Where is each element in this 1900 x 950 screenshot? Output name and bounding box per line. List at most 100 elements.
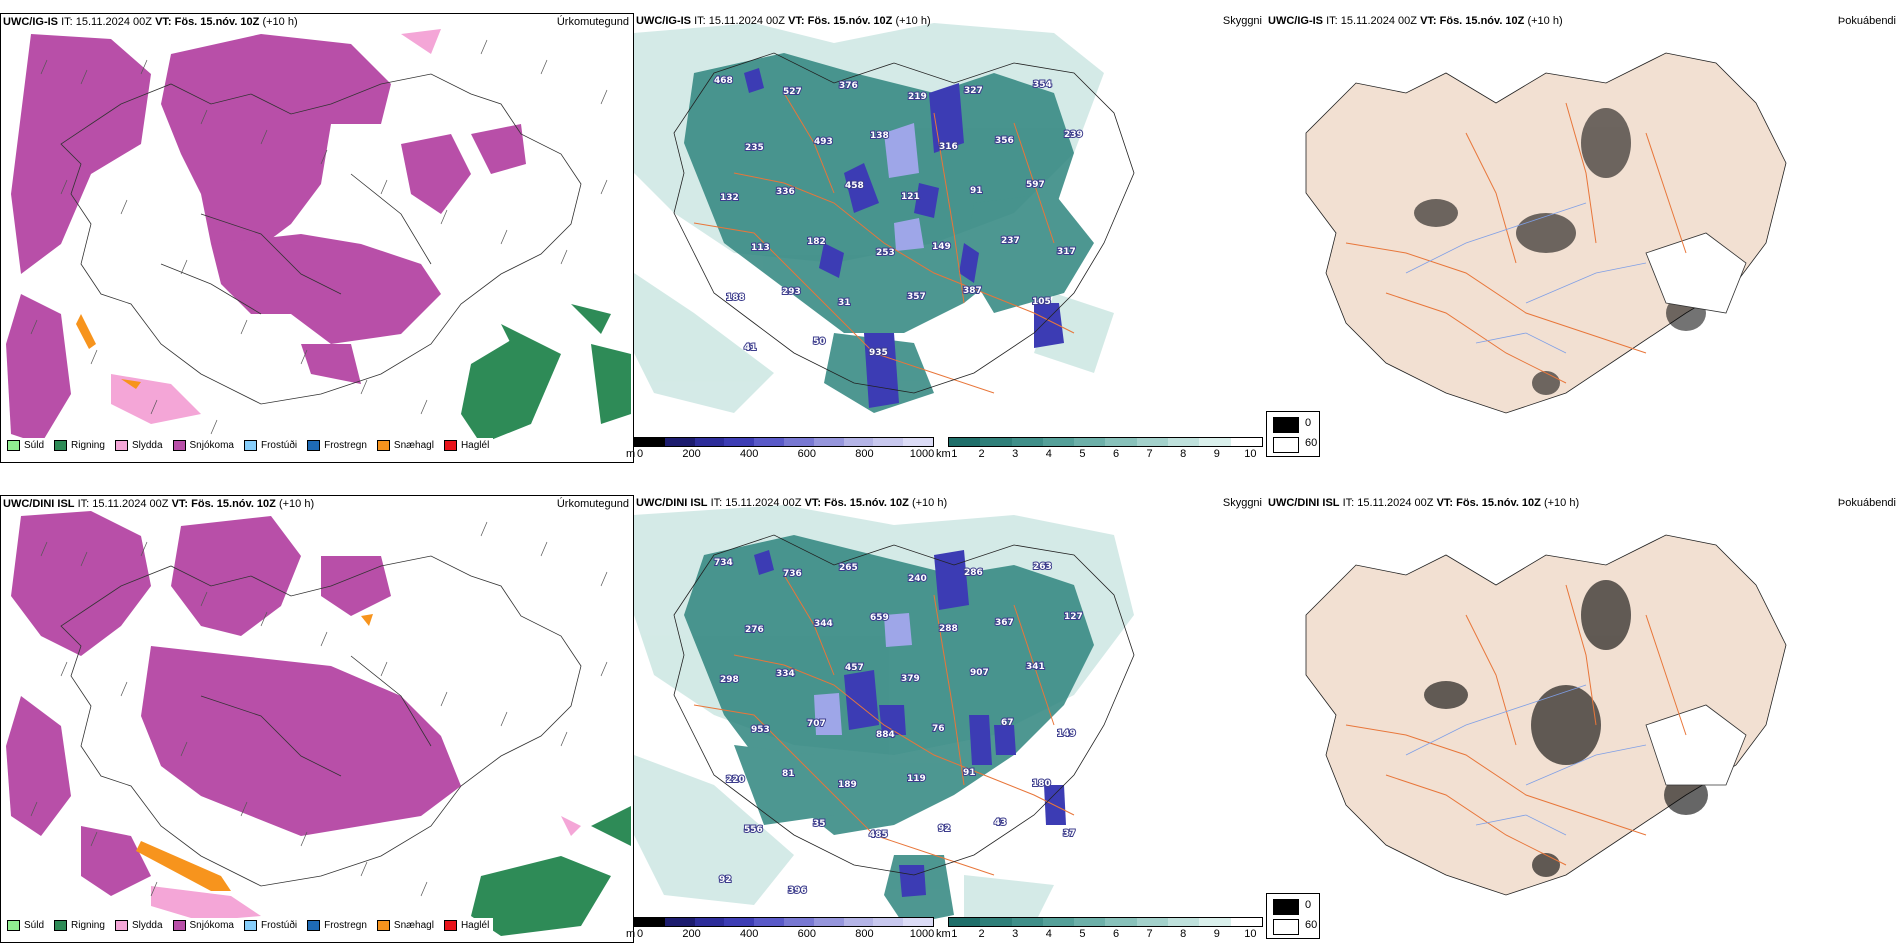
visibility-value-label: 239: [1064, 130, 1083, 140]
colorbar-tick: 7: [1146, 928, 1153, 940]
colorbar-step: [1230, 918, 1262, 926]
colorbar-step: [873, 438, 904, 446]
colorbar-tick: 9: [1213, 928, 1220, 940]
visibility-value-label: 253: [876, 248, 895, 258]
height-colorbar-top: m 0 200 400 600 800 1000: [626, 437, 934, 461]
fog-legend-top: 0 60: [1266, 411, 1320, 457]
precip-legend-bottom: Súld Rigning Slydda Snjókoma Frostúði Fr…: [3, 918, 494, 933]
precip-panel-top: UWC/IG-IS IT: 15.11.2024 00Z VT: Fös. 15…: [0, 13, 634, 463]
visibility-value-label: 113: [751, 243, 770, 253]
visibility-panel-top: 468 527 376 219 327 354 235 493 138 316 356 239 132 3…: [634, 13, 1268, 463]
visibility-value-label: 707: [807, 719, 826, 729]
visibility-value-label: 31: [838, 298, 851, 308]
visibility-value-label: 188: [726, 293, 745, 303]
visibility-value-label: 180: [1032, 779, 1051, 789]
visibility-value-label: 138: [870, 131, 889, 141]
visibility-value-label: 276: [745, 625, 764, 635]
visibility-value-label: 884: [876, 730, 895, 740]
colorbar-step: [949, 438, 981, 446]
visibility-value-label: 734: [714, 558, 733, 568]
visibility-value-label: 316: [939, 142, 958, 152]
colorbar-step: [1168, 918, 1200, 926]
colorbar-step: [1011, 438, 1043, 446]
visibility-value-label: 35: [813, 819, 826, 829]
colorbar-tick: 600: [797, 928, 816, 940]
colorbar-step: [980, 438, 1012, 446]
visibility-value-label: 237: [1001, 236, 1020, 246]
colorbar-step: [1168, 438, 1200, 446]
colorbar-tick: 4: [1045, 448, 1052, 460]
visibility-value-label: 288: [939, 624, 958, 634]
visibility-value-label: 317: [1057, 247, 1076, 257]
colorbar-step: [754, 438, 784, 446]
visibility-value-label: 149: [1057, 729, 1076, 739]
visibility-value-label: 219: [908, 92, 927, 102]
precip-field-name-top: Úrkomutegund: [556, 16, 629, 28]
precip-legend-top: Súld Rigning Slydda Snjókoma Frostúði Fr…: [3, 438, 494, 453]
colorbar-step: [664, 438, 695, 446]
visibility-value-label: 43: [994, 818, 1007, 828]
height-unit: m: [626, 448, 636, 460]
fog-title-top: UWC/IG-IS IT: 15.11.2024 00Z VT: Fös. 15…: [1268, 15, 1563, 27]
visibility-value-label: 91: [963, 768, 976, 778]
colorbar-step: [664, 918, 695, 926]
visibility-value-label: 265: [839, 563, 858, 573]
visibility-value-label: 92: [719, 875, 732, 885]
colorbar-step: [1042, 438, 1075, 446]
colorbar-tick: 600: [797, 448, 816, 460]
colorbar-step: [783, 438, 814, 446]
legend-swatch: [443, 440, 457, 451]
colorbar-step: [949, 918, 981, 926]
colorbar-step: [843, 918, 874, 926]
colorbar-tick: 800: [855, 928, 874, 940]
visibility-panel-bottom: 734 736 265 240 286 263 276 344 659 288 367 127 298 3…: [634, 495, 1268, 943]
colorbar-step: [980, 918, 1012, 926]
vis-unit: km: [936, 928, 951, 940]
legend-swatch: [7, 920, 20, 931]
colorbar-tick: 10: [1244, 928, 1257, 940]
visibility-value-label: 367: [995, 618, 1014, 628]
colorbar-step: [1199, 438, 1231, 446]
colorbar-tick: 9: [1213, 448, 1220, 460]
legend-swatch: [172, 440, 186, 451]
visibility-value-label: 336: [776, 187, 795, 197]
colorbar-step: [903, 438, 933, 446]
visibility-value-label: 263: [1033, 562, 1052, 572]
legend-swatch: [243, 920, 257, 931]
visibility-value-label: 907: [970, 668, 989, 678]
visibility-value-label: 91: [970, 186, 983, 196]
colorbar-tick: 0: [636, 928, 644, 940]
colorbar-tick: 0: [636, 448, 644, 460]
visibility-value-label: 81: [782, 769, 795, 779]
colorbar-tick: 1: [951, 448, 958, 460]
colorbar-step: [843, 438, 874, 446]
colorbar-step: [694, 918, 725, 926]
fog-field-name-top: Þokuábendi: [1837, 15, 1896, 27]
visibility-value-label: 327: [964, 86, 983, 96]
legend-swatch: [443, 920, 457, 931]
visibility-field-name-bottom: Skyggni: [1222, 497, 1262, 509]
visibility-value-label: 41: [744, 343, 757, 353]
colorbar-tick: 2: [978, 448, 985, 460]
visibility-value-label: 344: [814, 619, 833, 629]
visibility-value-label: 457: [845, 663, 864, 673]
visibility-title-top: UWC/IG-IS IT: 15.11.2024 00Z VT: Fös. 15…: [636, 15, 931, 27]
visibility-value-label: 527: [783, 87, 802, 97]
colorbar-tick: 200: [682, 448, 701, 460]
colorbar-tick: 10: [1244, 448, 1257, 460]
legend-swatch: [376, 440, 390, 451]
colorbar-step: [1074, 438, 1106, 446]
precip-title-top: UWC/IG-IS IT: 15.11.2024 00Z VT: Fös. 15…: [3, 16, 298, 28]
visibility-value-label: 953: [751, 725, 770, 735]
fog-map-bottom: [1305, 534, 1787, 896]
fog-panel-bottom: UWC/DINI ISL IT: 15.11.2024 00Z VT: Fös.…: [1266, 495, 1900, 943]
legend-swatch: [243, 440, 257, 451]
colorbar-tick: 400: [740, 928, 759, 940]
colorbar-tick: 800: [855, 448, 874, 460]
visibility-colorbar-bottom: km 1 2 3 4 5 6 7 8 9 10: [936, 917, 1263, 941]
visibility-value-label: 493: [814, 137, 833, 147]
colorbar-tick: 4: [1045, 928, 1052, 940]
legend-swatch: [376, 920, 390, 931]
visibility-colorbar-top: km 1 2 3 4 5 6 7 8 9 10: [936, 437, 1263, 461]
vis-unit: km: [936, 448, 951, 460]
